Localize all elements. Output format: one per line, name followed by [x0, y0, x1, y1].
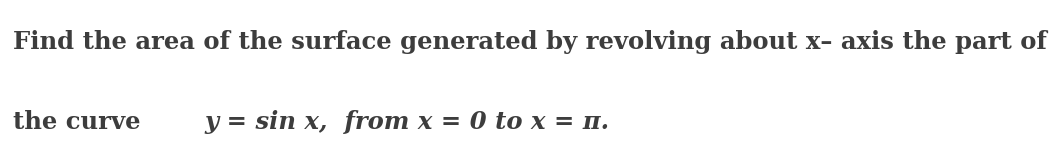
Text: y = sin x,  from x = 0 to x = π.: y = sin x, from x = 0 to x = π. [205, 110, 610, 134]
Text: the curve: the curve [13, 110, 140, 134]
Text: Find the area of the surface generated by revolving about x– axis the part of: Find the area of the surface generated b… [13, 30, 1047, 54]
